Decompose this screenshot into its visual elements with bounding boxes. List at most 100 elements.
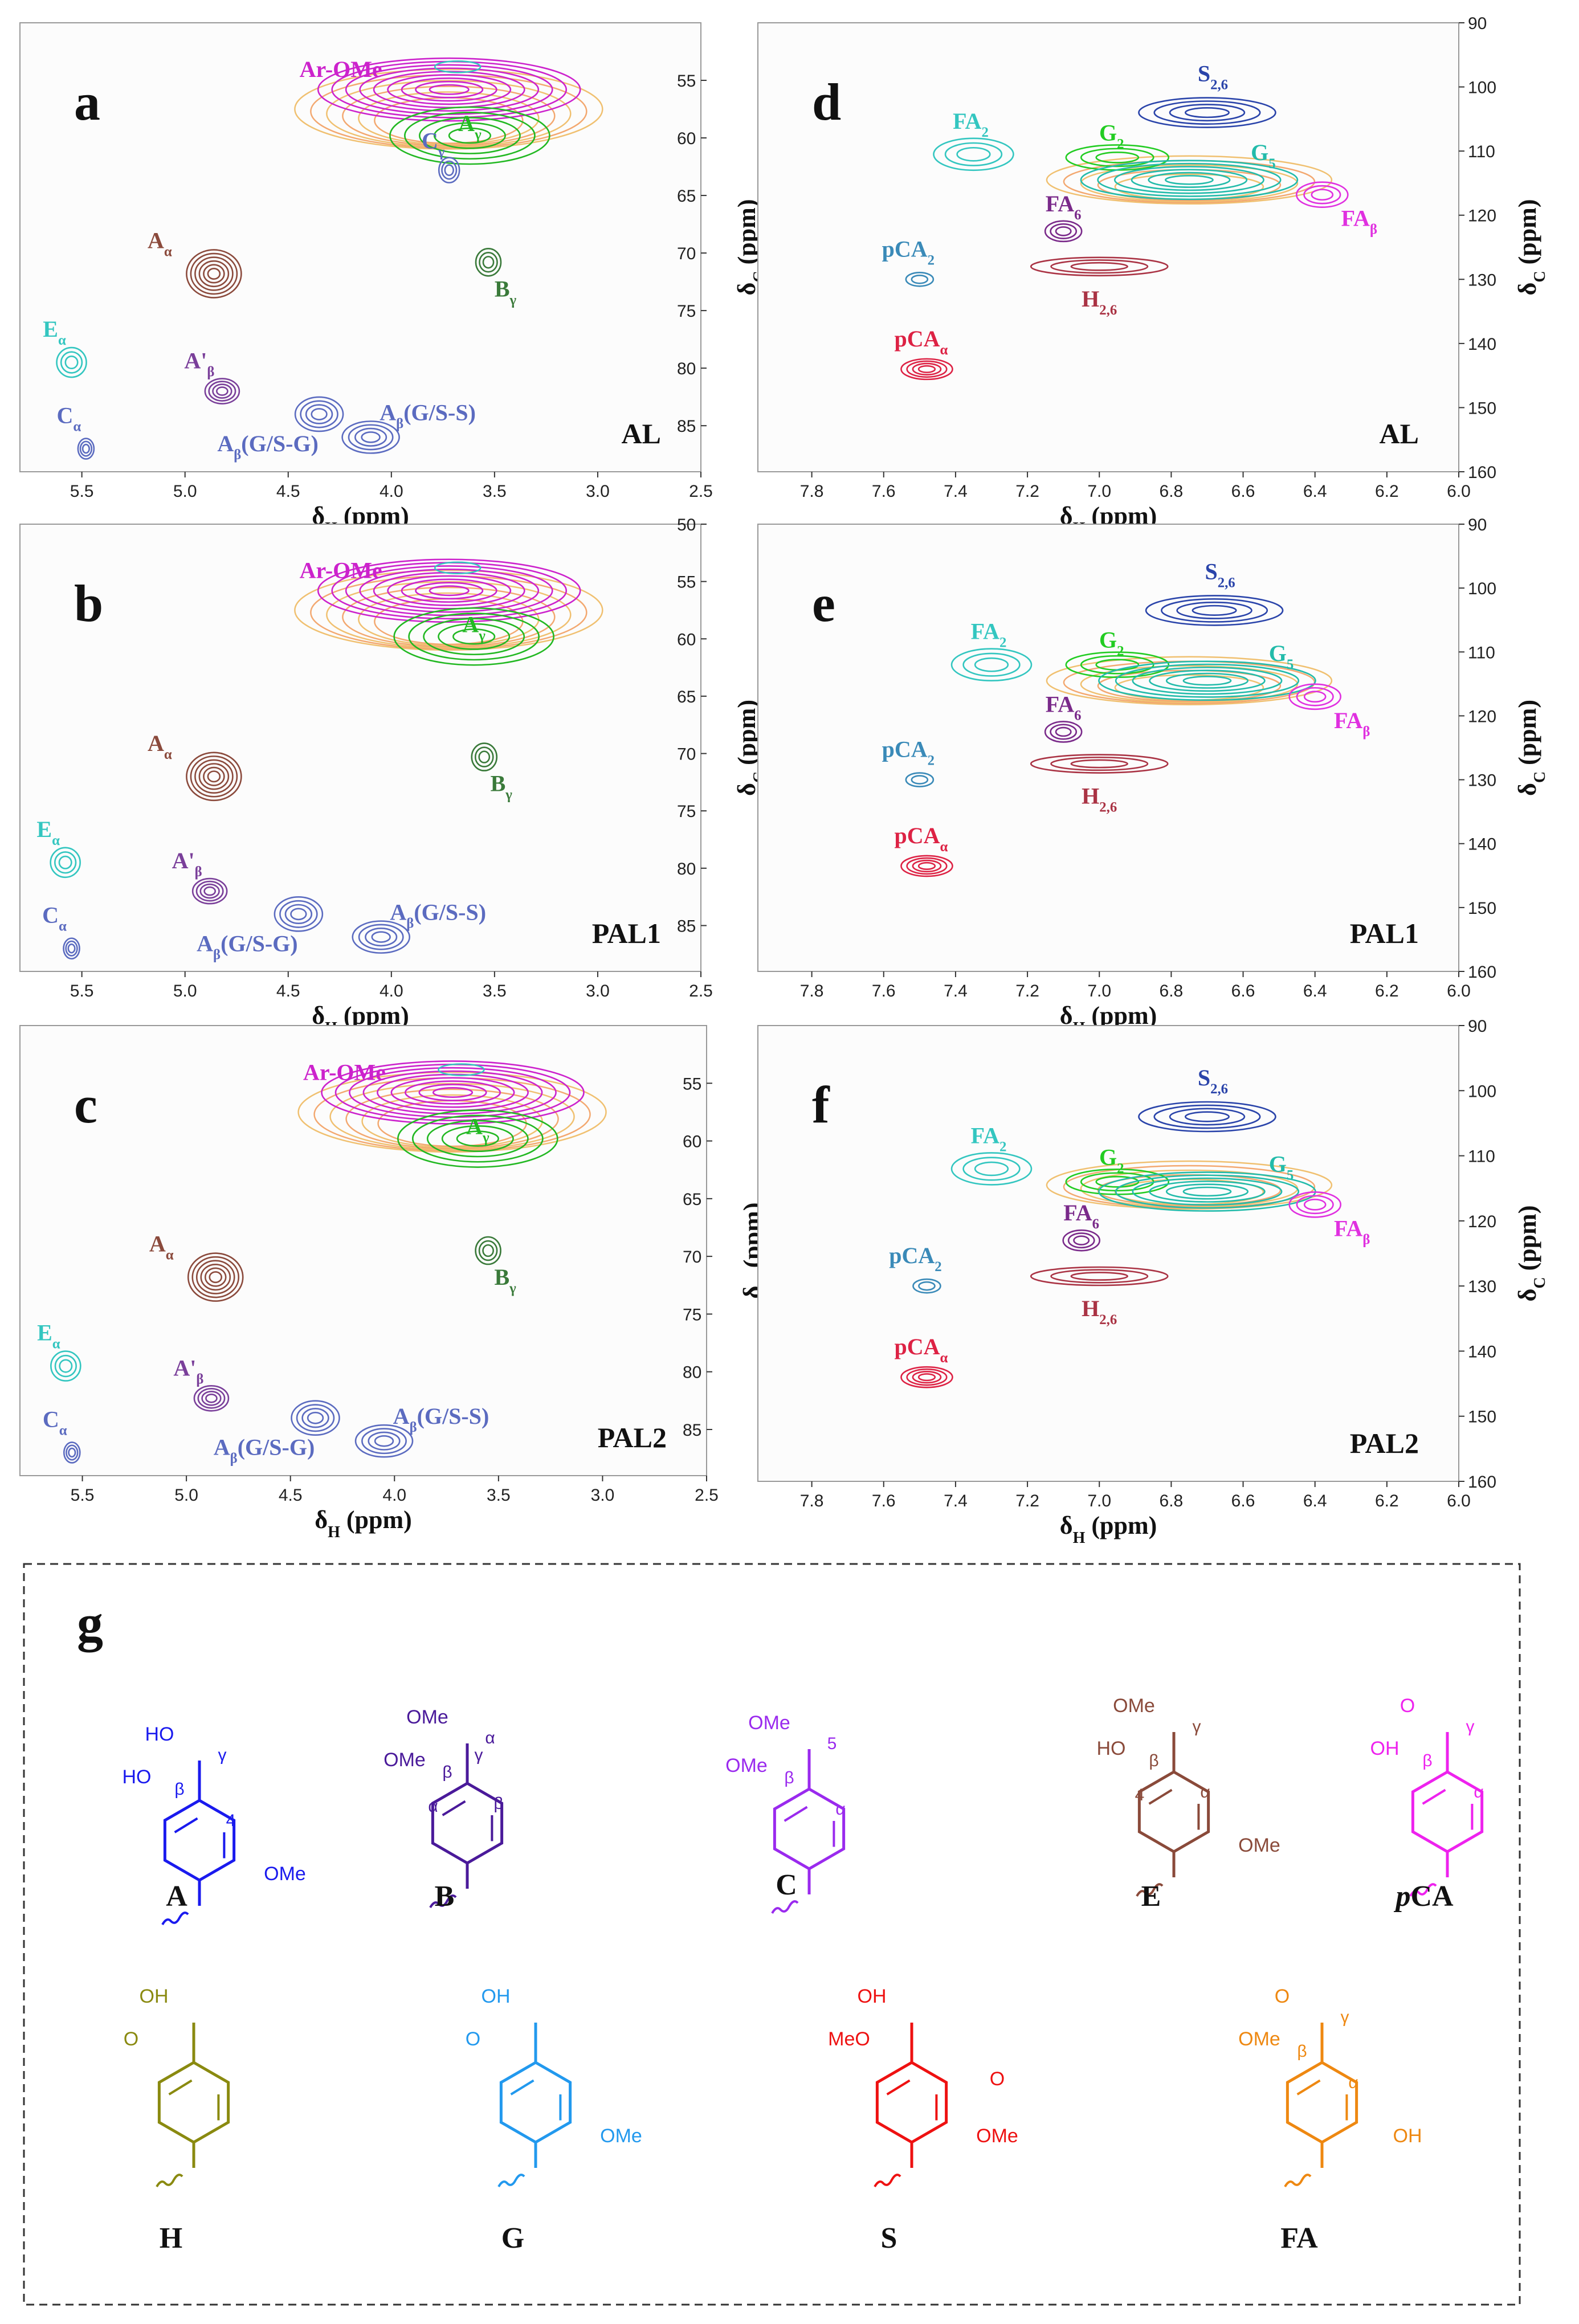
y-tick-label: 85 bbox=[677, 417, 696, 436]
contour-ring bbox=[479, 252, 498, 273]
peak-label: FAβ bbox=[1334, 708, 1370, 740]
double-bond bbox=[174, 1817, 198, 1833]
peak-contour bbox=[389, 106, 550, 165]
contour-ring bbox=[79, 440, 93, 457]
contour-ring bbox=[77, 438, 95, 460]
structure-name: B bbox=[435, 1880, 455, 1913]
peak-label: H2,6 bbox=[1082, 1296, 1117, 1328]
contour-ring bbox=[81, 443, 90, 454]
contour-ring bbox=[65, 940, 78, 957]
peak-label: A'β bbox=[172, 848, 202, 880]
locant-label: β bbox=[1422, 1751, 1432, 1770]
y-axis-title: δC (ppm) bbox=[1513, 1206, 1549, 1302]
wavy-bond bbox=[161, 1912, 189, 1926]
contour-ring bbox=[354, 427, 387, 447]
x-tick-label: 3.0 bbox=[586, 482, 610, 501]
peak-label: pCAα bbox=[895, 1334, 948, 1366]
contour-ring bbox=[956, 146, 991, 162]
peak-contour bbox=[933, 137, 1014, 171]
substituent-label: MeO bbox=[828, 2028, 870, 2050]
contour-ring bbox=[917, 365, 936, 373]
locant-label: β bbox=[1297, 2042, 1307, 2061]
x-tick-label: 2.5 bbox=[695, 1486, 719, 1505]
contour-ring bbox=[441, 160, 458, 180]
y-tick-label: 120 bbox=[1468, 207, 1496, 226]
peak-label: Aα bbox=[148, 227, 172, 259]
peak-label: Ar-OMe bbox=[300, 56, 382, 82]
contour-ring bbox=[434, 60, 482, 73]
x-tick-label: 7.4 bbox=[944, 1492, 968, 1510]
contour-ring bbox=[279, 900, 318, 928]
contour-ring bbox=[911, 775, 929, 785]
contour-ring bbox=[317, 57, 581, 122]
contour-ring bbox=[359, 568, 540, 613]
contour-ring bbox=[434, 561, 482, 574]
peak-contour bbox=[1030, 754, 1169, 774]
contour-ring bbox=[204, 378, 240, 405]
y-axis-title: δC (ppm) bbox=[1513, 700, 1549, 796]
substituent-label: OH bbox=[482, 1986, 511, 2007]
locant-label: β bbox=[1149, 1751, 1158, 1770]
structures-panel: gHOHOOMeγβ4AOMeOMeαββαγBOMeOMe5βαCOMeHOO… bbox=[23, 1563, 1521, 2306]
peak-contour bbox=[1138, 1101, 1276, 1133]
contour-ring bbox=[482, 1244, 494, 1257]
y-tick-label: 70 bbox=[677, 745, 696, 764]
contour-ring bbox=[59, 1359, 73, 1373]
x-tick-label: 6.2 bbox=[1375, 982, 1399, 1000]
peak-label: FA6 bbox=[1063, 1200, 1099, 1232]
substituent-label: OH bbox=[1393, 2125, 1422, 2147]
x-axis: 7.8 7.6 7.4 7.2 7.0 6.8 6.6 6.4 6.2 6.0 bbox=[800, 472, 1471, 501]
substituent-label: OMe bbox=[725, 1755, 768, 1776]
y-tick-label: 55 bbox=[677, 72, 696, 91]
peak-contour bbox=[900, 1366, 953, 1388]
peak-label: pCA2 bbox=[882, 236, 935, 268]
peak-label: FA2 bbox=[953, 108, 989, 140]
peak-contour bbox=[274, 896, 324, 932]
substituent-label: OMe bbox=[748, 1712, 790, 1734]
contour-ring bbox=[294, 569, 603, 651]
peak-label: Aα bbox=[149, 1231, 174, 1263]
peak-label: FAβ bbox=[1334, 1215, 1370, 1247]
substituent-label: O bbox=[1275, 1986, 1290, 2007]
peak-contour bbox=[912, 1278, 941, 1294]
contour-ring bbox=[300, 400, 338, 428]
y-tick-label: 140 bbox=[1468, 835, 1496, 854]
contour-ring bbox=[1050, 724, 1078, 740]
contour-ring bbox=[418, 1084, 487, 1101]
y-tick-label: 80 bbox=[677, 360, 696, 378]
peak-contour bbox=[950, 1152, 1033, 1186]
contour-ring bbox=[387, 575, 512, 606]
contour-ring bbox=[361, 431, 381, 443]
y-tick-label: 110 bbox=[1468, 643, 1495, 662]
contour-ring bbox=[354, 1424, 414, 1458]
contour-ring bbox=[358, 924, 404, 950]
contour-ring bbox=[198, 260, 230, 288]
substituent-label: OMe bbox=[1113, 1695, 1155, 1717]
contour-ring bbox=[917, 1373, 936, 1382]
contour-ring bbox=[66, 1444, 79, 1461]
x-tick-label: 7.6 bbox=[872, 982, 896, 1000]
double-bond bbox=[784, 1806, 808, 1822]
contour-ring bbox=[209, 1271, 223, 1284]
contour-ring bbox=[345, 1088, 559, 1150]
y-tick-label: 100 bbox=[1468, 579, 1496, 598]
peak-label: G2 bbox=[1099, 120, 1124, 152]
contour-ring bbox=[193, 1384, 230, 1412]
contour-ring bbox=[906, 360, 948, 378]
contour-ring bbox=[438, 157, 460, 183]
contour-ring bbox=[408, 612, 540, 661]
contour-ring bbox=[401, 77, 497, 102]
peak-contour bbox=[1138, 97, 1276, 128]
y-axis: 55 60 65 70 75 80 85 bbox=[677, 72, 707, 436]
y-tick-label: 110 bbox=[1468, 1147, 1495, 1166]
contour-ring bbox=[1184, 107, 1230, 119]
contour-ring bbox=[365, 928, 398, 947]
panel-letter: c bbox=[74, 1076, 97, 1134]
contour-ring bbox=[1098, 660, 1316, 701]
contour-ring bbox=[204, 1267, 227, 1287]
contour-ring bbox=[190, 755, 238, 798]
contour-ring bbox=[478, 750, 491, 763]
wavy-bond bbox=[497, 2174, 525, 2188]
y-axis-title: δC (ppm) bbox=[733, 199, 768, 296]
contour-ring bbox=[900, 855, 953, 877]
